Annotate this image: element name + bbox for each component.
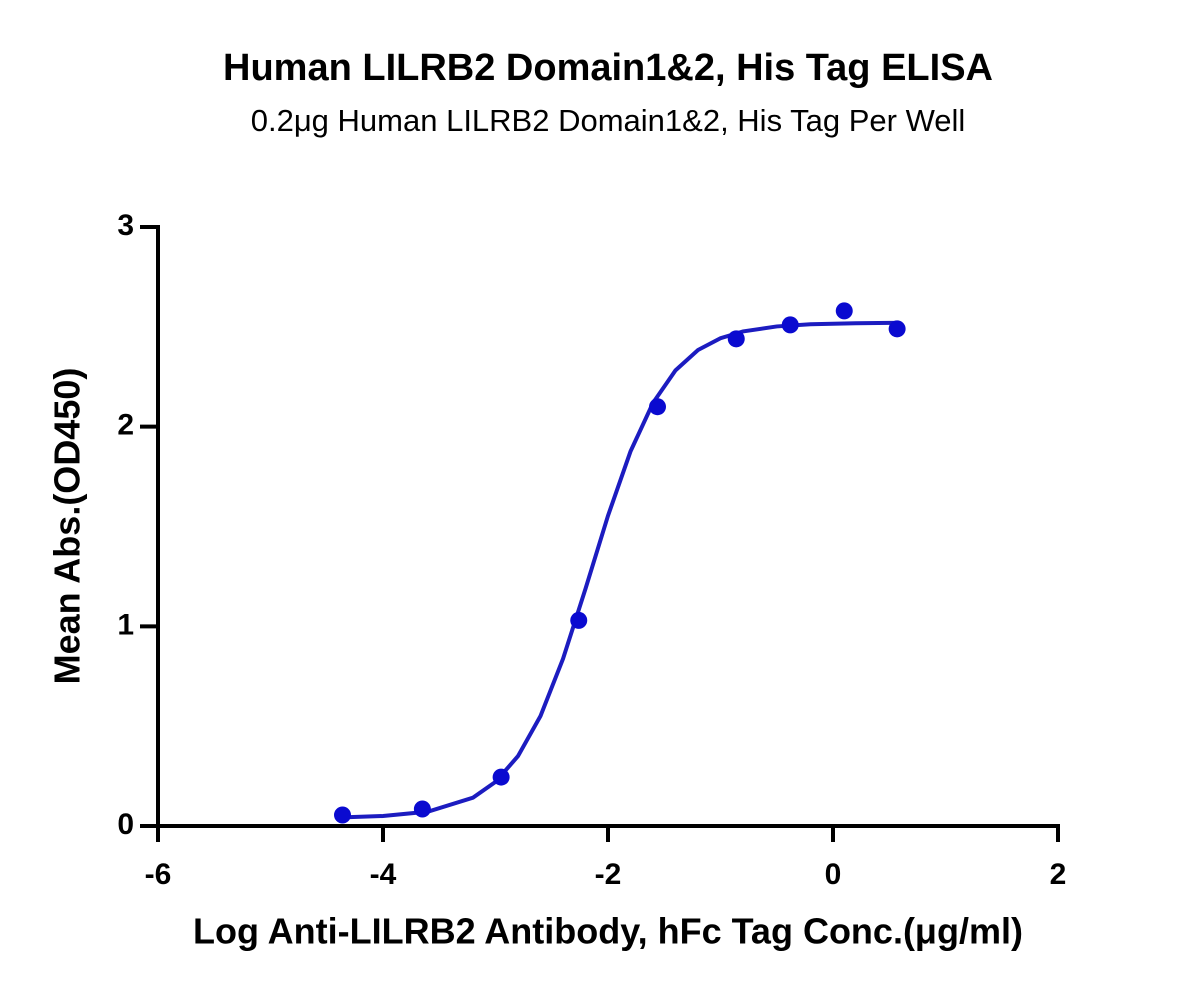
y-tick-label: 1 [117,608,134,641]
x-tick-label: 2 [1050,858,1067,891]
x-tick-label: 0 [825,858,842,891]
y-tick-label: 2 [117,409,134,442]
data-point [649,398,666,416]
data-point [888,320,906,338]
data-point [781,316,799,334]
data-point [570,611,588,629]
y-axis-label: Mean Abs.(OD450) [47,368,88,685]
data-point [727,330,745,348]
data-point [334,806,351,824]
data-point [492,768,510,786]
y-tick-label: 3 [117,209,134,242]
y-tick-label: 0 [117,808,134,841]
x-tick-label: -2 [595,858,622,891]
x-axis-label: Log Anti-LILRB2 Antibody, hFc Tag Conc.(… [193,911,1023,952]
x-tick-label: -4 [370,858,397,891]
chart-title: Human LILRB2 Domain1&2, His Tag ELISA [223,47,993,89]
x-tick-label: -6 [145,858,172,891]
data-point [835,302,853,320]
fit-curve [342,320,898,820]
data-point [413,800,431,818]
chart-subtitle: 0.2μg Human LILRB2 Domain1&2, His Tag Pe… [251,103,966,138]
